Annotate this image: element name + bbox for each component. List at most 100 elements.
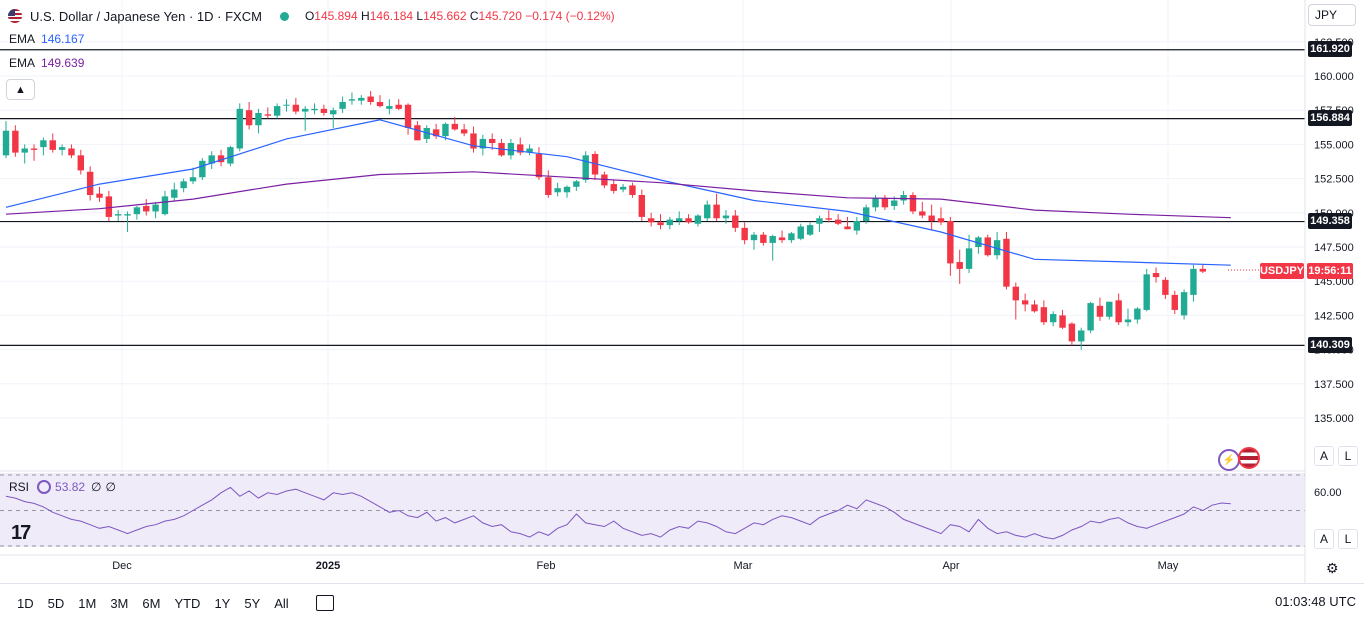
us-economy-event-icon[interactable] xyxy=(1238,447,1260,469)
low-label: L xyxy=(416,9,424,23)
price-tick-label: 147.500 xyxy=(1314,242,1354,254)
rsi-extra2: ∅ xyxy=(105,480,116,494)
ema-fast-label: EMA xyxy=(9,32,36,46)
candle-body xyxy=(1162,279,1169,295)
ema-fast-value: 146.167 xyxy=(41,32,85,46)
candle-body xyxy=(264,114,271,116)
hline-label-156884[interactable]: 156.884 xyxy=(1308,110,1352,126)
candle-body xyxy=(676,218,683,222)
candle-body xyxy=(517,144,524,153)
rsi-legend[interactable]: RSI 53.82 ∅ ∅ xyxy=(9,480,116,494)
rsi-extra1: ∅ xyxy=(91,480,102,494)
ema-fast-legend[interactable]: EMA 146.167 xyxy=(9,32,84,46)
time-axis-label: May xyxy=(1158,560,1179,572)
candle-body xyxy=(255,112,262,126)
candle-body xyxy=(704,204,711,219)
rsi-log-scale-button[interactable]: L xyxy=(1338,529,1358,549)
candle-body xyxy=(1180,292,1188,316)
candle-body xyxy=(180,181,187,189)
candle-body xyxy=(844,226,851,230)
candle-body xyxy=(909,195,917,212)
rsi-auto-scale-button[interactable]: A xyxy=(1314,529,1334,549)
settings-gear-icon[interactable]: ⚙ xyxy=(1326,560,1339,576)
candle-body xyxy=(919,211,926,216)
candle-body xyxy=(1106,301,1113,317)
symbol-title[interactable]: U.S. Dollar / Japanese Yen · 1D · FXCM xyxy=(30,8,262,24)
candle-body xyxy=(395,104,402,109)
currency-button[interactable]: JPY xyxy=(1308,4,1356,26)
ema-slow-legend[interactable]: EMA 149.639 xyxy=(9,56,84,70)
hline-label-161920[interactable]: 161.920 xyxy=(1308,41,1352,57)
candle-body xyxy=(1087,303,1094,331)
candle-body xyxy=(554,188,561,193)
range-1d[interactable]: 1D xyxy=(17,595,34,611)
candle-body xyxy=(68,148,75,156)
lightning-icon[interactable]: ⚡ xyxy=(1218,449,1240,471)
candle-body xyxy=(563,186,571,193)
range-1m[interactable]: 1M xyxy=(78,595,97,611)
collapse-legend-button[interactable]: ▲ xyxy=(6,79,35,100)
candle-body xyxy=(30,148,38,150)
range-3m[interactable]: 3M xyxy=(110,595,129,611)
close-label: C xyxy=(469,9,479,23)
candle-body xyxy=(732,215,739,228)
range-5d[interactable]: 5D xyxy=(47,595,65,611)
candle-body xyxy=(816,218,823,224)
rsi-value: 53.82 xyxy=(55,480,86,494)
chevron-up-icon: ▲ xyxy=(15,83,26,96)
price-tick-label: 152.500 xyxy=(1314,174,1354,186)
candle-body xyxy=(788,233,795,241)
candle-body xyxy=(227,147,234,164)
range-5y[interactable]: 5Y xyxy=(244,595,261,611)
low-value: 145.662 xyxy=(423,9,467,23)
open-value: 145.894 xyxy=(314,9,358,23)
candle-body xyxy=(21,148,28,153)
candle-body xyxy=(881,197,889,208)
candle-body xyxy=(535,153,543,178)
candle-body xyxy=(460,129,468,134)
price-tick-label: 145.000 xyxy=(1314,276,1354,288)
utc-clock[interactable]: 01:03:48 UTC xyxy=(1275,594,1356,609)
rsi-settings-icon[interactable] xyxy=(37,480,52,494)
rsi-level-label: 60.00 xyxy=(1314,487,1342,499)
candle-body xyxy=(1059,315,1066,328)
candle-body xyxy=(526,148,533,153)
horizontal-lines xyxy=(0,49,1305,346)
candle-body xyxy=(339,101,346,109)
price-tick-label: 142.500 xyxy=(1314,310,1354,322)
candle-body xyxy=(1078,330,1085,342)
candle-body xyxy=(685,218,692,223)
candle-body xyxy=(694,215,702,224)
candle-body xyxy=(993,240,1001,256)
auto-scale-button[interactable]: A xyxy=(1314,446,1334,466)
time-axis-label: 2025 xyxy=(316,560,340,572)
range-ytd[interactable]: YTD xyxy=(174,595,201,611)
candle-body xyxy=(638,195,645,217)
candle-body xyxy=(189,177,197,182)
candle-body xyxy=(1031,304,1038,312)
range-1y[interactable]: 1Y xyxy=(214,595,231,611)
candle-body xyxy=(208,155,215,164)
price-tick-label: 155.000 xyxy=(1314,139,1354,151)
hline-label-140309[interactable]: 140.309 xyxy=(1308,337,1352,353)
change-value: −0.174 (−0.12%) xyxy=(525,9,615,23)
bottom-toolbar: 1D 5D 1M 3M 6M YTD 1Y 5Y All 01:03:48 UT… xyxy=(0,583,1364,622)
range-all[interactable]: All xyxy=(274,595,289,611)
log-scale-button[interactable]: L xyxy=(1338,446,1358,466)
hline-label-149358[interactable]: 149.358 xyxy=(1308,213,1352,229)
range-6m[interactable]: 6M xyxy=(142,595,161,611)
go-to-date-calendar-icon[interactable] xyxy=(315,595,334,611)
candle-body xyxy=(171,189,178,198)
candle-body xyxy=(947,221,954,264)
symbol-price-tag: USDJPY xyxy=(1259,263,1305,279)
tradingview-logo-icon[interactable]: 17 xyxy=(11,522,31,544)
candle-body xyxy=(863,207,870,222)
time-axis: Dec 2025 Feb Mar Apr May xyxy=(112,560,1179,572)
rsi-line xyxy=(5,486,1231,540)
candle-body xyxy=(1068,323,1076,342)
candle-body xyxy=(750,234,758,241)
candle-body xyxy=(86,171,94,196)
us-flag-icon xyxy=(8,9,22,23)
candle-body xyxy=(124,214,131,216)
